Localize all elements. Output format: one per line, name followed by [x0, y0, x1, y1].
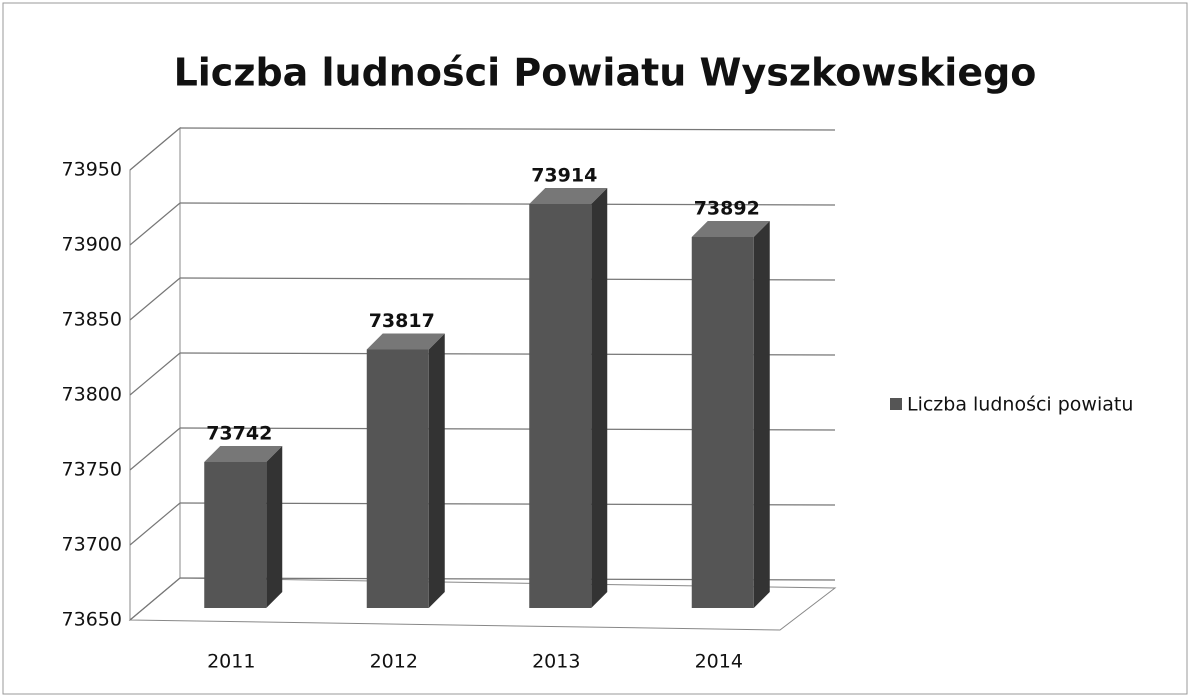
y-tick-label: 73900	[62, 234, 122, 256]
value-label: 73914	[531, 165, 597, 187]
y-tick-label: 73750	[62, 459, 122, 481]
bar-face	[266, 446, 283, 608]
grid-line	[129, 427, 181, 471]
bar-face	[691, 237, 754, 608]
grid-line	[129, 127, 181, 171]
bar-face	[204, 462, 267, 608]
bar-face	[691, 221, 770, 237]
y-tick-label: 73800	[62, 384, 122, 406]
legend-label: Liczba ludności powiatu	[907, 394, 1133, 416]
grid-line	[179, 202, 836, 206]
value-label: 73817	[369, 310, 435, 332]
value-label: 73892	[694, 198, 760, 220]
bar-face	[366, 333, 445, 350]
x-tick-label: 2012	[370, 651, 418, 673]
y-tick-label: 73650	[62, 609, 122, 631]
legend-swatch	[890, 398, 902, 410]
bar-face	[529, 188, 608, 204]
x-tick-label: 2011	[207, 651, 255, 673]
y-tick-label: 73850	[62, 309, 122, 331]
bar	[691, 221, 770, 608]
bar-face	[591, 188, 608, 608]
x-tick-label: 2014	[695, 651, 743, 673]
bar-face	[204, 446, 283, 462]
bar-face	[428, 333, 445, 608]
bar-face	[529, 204, 592, 608]
grid-line	[129, 277, 181, 321]
grid-line	[129, 352, 181, 396]
grid-line	[129, 577, 181, 621]
y-tick-label: 73700	[62, 534, 122, 556]
chart-title: Liczba ludności Powiatu Wyszkowskiego	[174, 51, 1037, 95]
bar	[366, 333, 445, 608]
grid-line	[129, 502, 181, 546]
grid-line	[179, 127, 836, 131]
bar-face	[366, 349, 429, 608]
bar	[204, 446, 283, 608]
bar-face	[753, 221, 770, 608]
bar	[529, 188, 608, 608]
value-label: 73742	[206, 423, 272, 445]
x-tick-label: 2013	[532, 651, 580, 673]
y-tick-label: 73950	[62, 159, 122, 181]
grid-line	[129, 202, 181, 246]
